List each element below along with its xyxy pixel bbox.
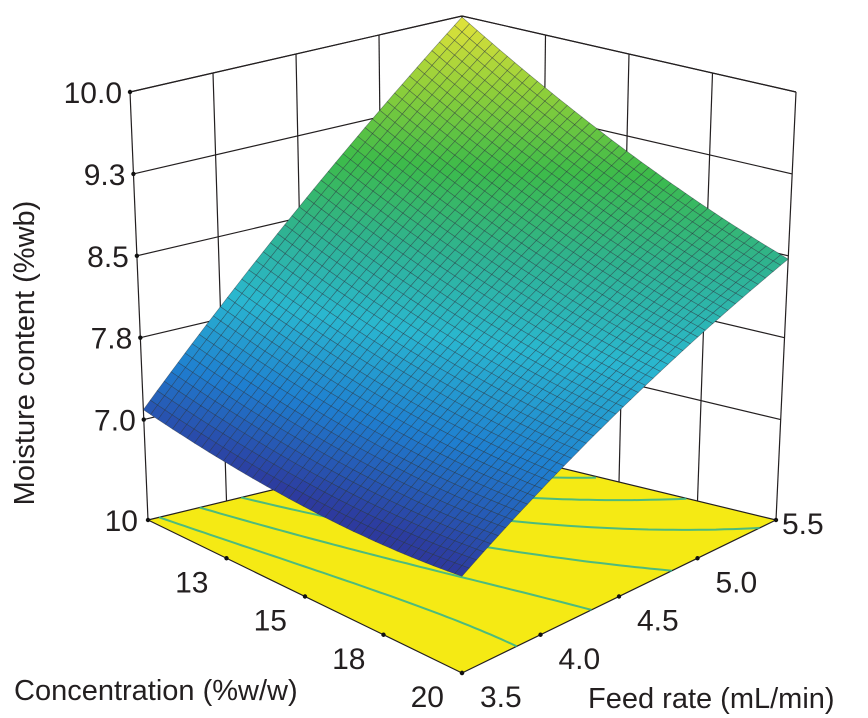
z-tick-label: 7.0 [94,405,136,438]
surface-cell [454,565,470,577]
contour-line [199,506,592,611]
y-tick-label: 4.5 [637,605,679,638]
y-tick-label: 3.5 [480,681,522,714]
y-tick-mark [459,670,465,676]
z-tick-mark [131,171,136,177]
x-tick-mark [302,594,308,599]
axis-ticks: 7.0 7.8 8.5 9.3 10.0 10 13 15 18 20 3.5 4.0 4.5 5.0 5.… [64,77,824,714]
z-tick-mark [127,89,133,95]
x-tick-mark [224,556,229,561]
x-tick-label: 10 [105,505,138,538]
x-tick-label: 13 [175,566,208,599]
x-tick-label: 15 [254,605,287,638]
y-axis-title: Feed rate (mL/min) [588,683,835,715]
z-tick-mark [138,335,143,340]
z-tick-label: 9.3 [84,159,126,192]
y-grid-line [129,91,149,521]
y-tick-mark [538,632,543,637]
x-tick-mark [145,517,151,523]
y-tick-mark [773,517,779,523]
y-tick-mark [695,556,700,561]
z-tick-label: 7.8 [91,323,133,356]
x-tick-label: 20 [411,681,444,714]
x-axis-title: Concentration (%w/w) [14,675,298,707]
response-surface [142,16,789,577]
y-tick-label: 4.0 [559,643,601,676]
z-tick-mark [134,253,140,258]
y-tick-mark [616,594,622,599]
z-tick-mark [141,417,146,422]
x-tick-label: 18 [332,643,365,676]
y-tick-label: 5.0 [716,566,758,599]
z-tick-label: 10.0 [64,77,122,110]
y-tick-label: 5.5 [782,508,824,541]
contour-line [158,516,518,648]
z-tick-label: 8.5 [87,241,129,274]
x-tick-mark [381,632,386,637]
x-grid-line [775,91,797,521]
z-axis-title: Moisture content (%wb) [9,201,41,506]
